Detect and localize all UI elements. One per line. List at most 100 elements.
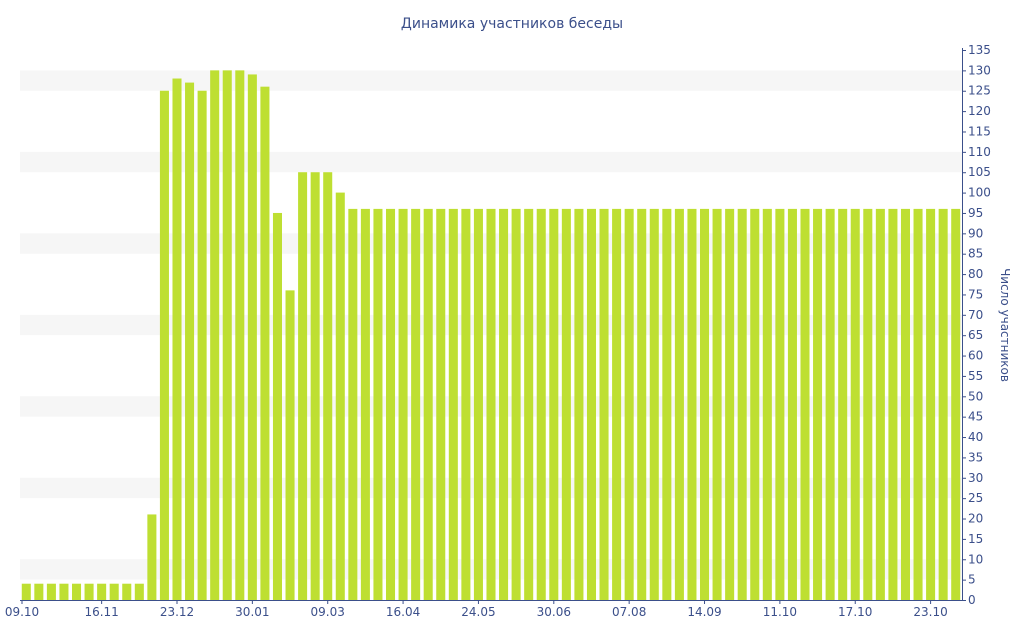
bar bbox=[298, 172, 308, 600]
bar bbox=[172, 78, 182, 600]
x-tick-label: 16.11 bbox=[84, 605, 118, 619]
y-tick-label: 20 bbox=[968, 512, 983, 526]
x-tick-label: 16.04 bbox=[386, 605, 420, 619]
grid-band bbox=[20, 70, 962, 91]
bar bbox=[838, 208, 848, 600]
x-tick-label: 11.10 bbox=[763, 605, 797, 619]
bar bbox=[926, 208, 936, 600]
y-tick-label: 135 bbox=[968, 43, 991, 57]
bar bbox=[863, 208, 873, 600]
x-tick-label: 09.03 bbox=[311, 605, 345, 619]
x-tick-label: 24.05 bbox=[461, 605, 495, 619]
y-tick-label: 75 bbox=[968, 287, 983, 301]
y-tick-label: 65 bbox=[968, 328, 983, 342]
y-tick-label: 85 bbox=[968, 247, 983, 261]
bar bbox=[624, 208, 634, 600]
bar bbox=[21, 583, 31, 600]
bar bbox=[34, 583, 44, 600]
bar bbox=[737, 208, 747, 600]
bar bbox=[913, 208, 923, 600]
bar bbox=[72, 583, 82, 600]
bar bbox=[122, 583, 132, 600]
y-tick-label: 70 bbox=[968, 308, 983, 322]
bar bbox=[461, 208, 471, 600]
y-tick-label: 100 bbox=[968, 186, 991, 200]
y-tick-label: 105 bbox=[968, 165, 991, 179]
bar bbox=[147, 514, 157, 600]
bar bbox=[574, 208, 584, 600]
bar bbox=[348, 208, 358, 600]
bar bbox=[750, 208, 760, 600]
y-tick-label: 90 bbox=[968, 226, 983, 240]
x-tick-label: 14.09 bbox=[687, 605, 721, 619]
bar bbox=[813, 208, 823, 600]
y-tick-label: 15 bbox=[968, 532, 983, 546]
bar bbox=[888, 208, 898, 600]
bar bbox=[260, 86, 270, 601]
x-tick-label: 23.12 bbox=[160, 605, 194, 619]
bar bbox=[875, 208, 885, 600]
bar bbox=[612, 208, 622, 600]
bar bbox=[825, 208, 835, 600]
bar bbox=[662, 208, 672, 600]
bar bbox=[586, 208, 596, 600]
x-tick-label: 09.10 bbox=[5, 605, 39, 619]
bar bbox=[398, 208, 408, 600]
y-axis-label: Число участников bbox=[998, 268, 1012, 382]
bar bbox=[84, 583, 94, 600]
bar bbox=[473, 208, 483, 600]
y-tick-label: 30 bbox=[968, 471, 983, 485]
x-ticks-group: 09.10 16.11 23.12 30.01 09.03 16.04 24.05 30.06… bbox=[5, 600, 948, 619]
x-tick-label: 17.10 bbox=[838, 605, 872, 619]
y-ticks-group: 0 5 10 15 20 25 30 35 40 45 50 55 60 65 70 75 80 85 90 95 10… bbox=[962, 43, 991, 607]
x-tick-label: 30.01 bbox=[235, 605, 269, 619]
y-tick-label: 60 bbox=[968, 349, 983, 363]
y-tick-label: 125 bbox=[968, 84, 991, 98]
bar bbox=[700, 208, 710, 600]
y-tick-label: 115 bbox=[968, 124, 991, 138]
y-tick-label: 5 bbox=[968, 573, 976, 587]
x-tick-label: 23.10 bbox=[913, 605, 947, 619]
bar bbox=[436, 208, 446, 600]
bar bbox=[59, 583, 69, 600]
bar bbox=[762, 208, 772, 600]
x-tick-label: 30.06 bbox=[537, 605, 571, 619]
bar bbox=[599, 208, 609, 600]
bar bbox=[386, 208, 396, 600]
bar bbox=[235, 70, 245, 601]
bar bbox=[159, 90, 169, 601]
bar bbox=[285, 290, 295, 600]
bar bbox=[499, 208, 509, 600]
y-tick-label: 45 bbox=[968, 410, 983, 424]
bar bbox=[725, 208, 735, 600]
bar bbox=[448, 208, 458, 600]
y-tick-label: 50 bbox=[968, 389, 983, 403]
y-tick-label: 0 bbox=[968, 593, 976, 607]
y-tick-label: 110 bbox=[968, 145, 991, 159]
bar bbox=[637, 208, 647, 600]
bar bbox=[411, 208, 421, 600]
bar bbox=[335, 192, 345, 600]
x-tick-label: 07.08 bbox=[612, 605, 646, 619]
bar bbox=[185, 82, 195, 601]
y-tick-label: 80 bbox=[968, 267, 983, 281]
bar bbox=[938, 208, 948, 600]
bar bbox=[97, 583, 107, 600]
bar bbox=[197, 90, 207, 601]
bar bbox=[561, 208, 571, 600]
bar bbox=[687, 208, 697, 600]
bar bbox=[46, 583, 56, 600]
bar bbox=[423, 208, 433, 600]
bar bbox=[360, 208, 370, 600]
y-tick-label: 130 bbox=[968, 63, 991, 77]
y-tick-label: 120 bbox=[968, 104, 991, 118]
bar bbox=[524, 208, 534, 600]
bar bbox=[674, 208, 684, 600]
y-tick-label: 95 bbox=[968, 206, 983, 220]
bar bbox=[951, 208, 961, 600]
chart-title: Динамика участников беседы bbox=[401, 16, 623, 32]
bar bbox=[486, 208, 496, 600]
bar bbox=[222, 70, 232, 601]
bar bbox=[247, 74, 257, 600]
